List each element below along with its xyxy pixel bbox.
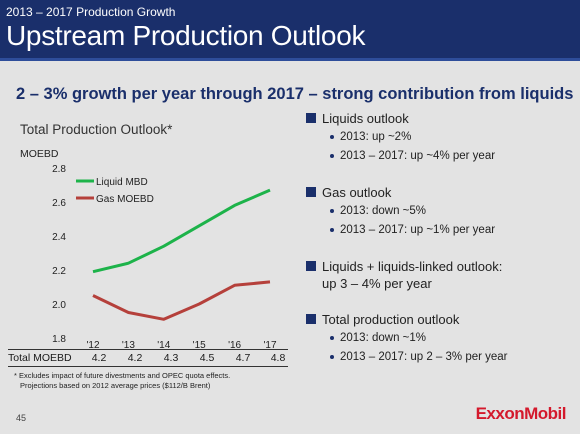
slide-title: Upstream Production Outlook — [6, 20, 366, 51]
legend-label: Gas MOEBD — [96, 194, 154, 205]
series-line-gas — [92, 280, 271, 321]
outlook-bullet: 2013 – 2017: up 2 – 3% per year — [340, 351, 508, 363]
chart-title: Total Production Outlook* — [20, 122, 173, 137]
headline: 2 – 3% growth per year through 2017 – st… — [16, 85, 574, 103]
outlook-bullet: 2013 – 2017: up ~4% per year — [340, 150, 496, 162]
outlook-heading: up 3 – 4% per year — [322, 276, 432, 291]
x-tick-label: '14 — [157, 340, 170, 350]
page-number: 45 — [16, 413, 27, 423]
y-tick-label: 2.6 — [52, 198, 66, 209]
legend-label: Liquid MBD — [96, 177, 148, 188]
footnote-line: * Excludes impact of future divestments … — [14, 371, 231, 380]
x-tick-label: '13 — [122, 340, 135, 350]
footnote: * Excludes impact of future divestments … — [14, 371, 294, 391]
square-bullet-icon — [306, 113, 316, 123]
total-row-label: Total MOEBD — [8, 352, 72, 364]
outlook-section-liquids-linked: Liquids + liquids-linked outlook: up 3 – … — [306, 258, 576, 292]
outlook-heading: Gas outlook — [322, 185, 392, 200]
y-tick-label: 1.8 — [52, 334, 66, 345]
square-bullet-icon — [306, 261, 316, 271]
dot-bullet-icon — [330, 135, 334, 139]
x-tick-label: '16 — [228, 340, 241, 350]
total-value: 4.8 — [270, 352, 286, 364]
total-value: 4.2 — [91, 352, 107, 364]
total-value: 4.3 — [163, 352, 179, 364]
outlook-bullet: 2013: down ~1% — [340, 332, 426, 344]
x-tick-label: '15 — [193, 340, 206, 350]
y-tick-label: 2.4 — [52, 232, 66, 243]
dot-bullet-icon — [330, 336, 334, 340]
outlook-heading: Total production outlook — [322, 312, 460, 327]
y-axis-unit: MOEBD — [20, 148, 59, 160]
outlook-bullet: 2013: up ~2% — [340, 131, 412, 143]
outlook-list: Liquids outlook 2013: up ~2% 2013 – 2017… — [306, 110, 576, 366]
dot-bullet-icon — [330, 355, 334, 359]
outlook-heading: Liquids outlook — [322, 111, 409, 126]
exxonmobil-logo: ExxonMobil — [475, 404, 567, 423]
square-bullet-icon — [306, 187, 316, 197]
production-line-chart: 1.8 2.0 2.2 2.4 2.6 2.8 '12 '13 '14 '15 '16 '17 Liqu… — [52, 164, 277, 350]
y-tick-label: 2.2 — [52, 266, 66, 277]
dot-bullet-icon — [330, 228, 334, 232]
outlook-heading: Liquids + liquids-linked outlook: — [322, 259, 503, 274]
x-tick-label: '12 — [86, 340, 99, 350]
dot-bullet-icon — [330, 154, 334, 158]
y-tick-label: 2.8 — [52, 164, 66, 175]
series-line-liquid — [92, 188, 271, 274]
total-value: 4.5 — [199, 352, 215, 364]
outlook-bullet: 2013 – 2017: up ~1% per year — [340, 224, 496, 236]
y-tick-label: 2.0 — [52, 300, 66, 311]
outlook-bullet: 2013: down ~5% — [340, 205, 426, 217]
total-moebd-row: Total MOEBD 4.2 4.2 4.3 4.5 4.7 4.8 — [8, 349, 288, 367]
dot-bullet-icon — [330, 209, 334, 213]
x-tick-label: '17 — [263, 340, 276, 350]
outlook-section-gas: Gas outlook 2013: down ~5% 2013 – 2017: … — [306, 184, 576, 239]
header-bar: 2013 – 2017 Production Growth Upstream P… — [0, 0, 580, 61]
footnote-line: Projections based on 2012 average prices… — [20, 381, 211, 390]
total-value: 4.7 — [235, 352, 251, 364]
square-bullet-icon — [306, 314, 316, 324]
header-kicker: 2013 – 2017 Production Growth — [6, 5, 176, 19]
total-value: 4.2 — [127, 352, 143, 364]
outlook-section-liquids: Liquids outlook 2013: up ~2% 2013 – 2017… — [306, 110, 576, 165]
outlook-section-total: Total production outlook 2013: down ~1% … — [306, 311, 576, 366]
